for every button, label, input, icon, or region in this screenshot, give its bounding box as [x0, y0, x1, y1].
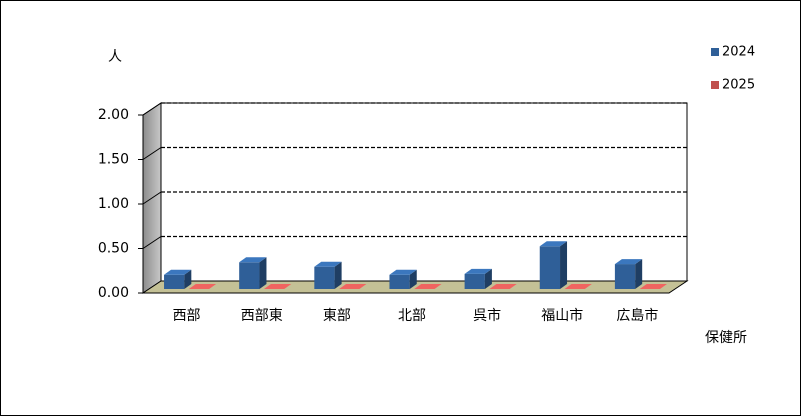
bar-front	[164, 274, 185, 289]
bar-top	[639, 284, 667, 289]
legend-swatch	[711, 81, 719, 89]
bar-front	[614, 264, 636, 289]
bar	[639, 284, 667, 289]
bar-top	[464, 268, 492, 274]
wall-line	[142, 147, 162, 160]
x-tick-label: 北部	[398, 308, 426, 324]
bar-front	[314, 266, 335, 289]
bar	[188, 284, 217, 289]
bar-top	[564, 284, 592, 289]
bar-side	[484, 268, 492, 289]
legend-label: 2024	[722, 45, 755, 60]
bar-side	[259, 257, 267, 289]
bar-side	[409, 269, 417, 289]
legend-label: 2025	[722, 78, 755, 93]
bar-top	[239, 257, 267, 263]
y-axis-label: 人	[108, 49, 122, 65]
x-tick-label: 福山市	[541, 307, 583, 324]
y-tick-label: 1.50	[98, 152, 129, 168]
bar	[263, 284, 292, 289]
bar	[614, 259, 643, 289]
bar-top	[314, 261, 342, 267]
bar-front	[539, 246, 561, 289]
wall-line	[142, 102, 162, 116]
legend-swatch	[711, 48, 719, 56]
bar-top	[414, 284, 442, 289]
bar-top	[539, 241, 568, 247]
y-tick-label: 0.50	[98, 241, 129, 257]
y-tick-label: 1.00	[98, 196, 129, 212]
bar-side	[184, 269, 192, 289]
bar-top	[188, 284, 217, 289]
bar	[489, 284, 517, 289]
bar-side	[635, 259, 643, 289]
bar	[564, 284, 592, 289]
bar-top	[339, 284, 367, 289]
x-axis-label: 保健所	[705, 330, 747, 346]
x-tick-label: 西部	[173, 308, 201, 324]
bar	[239, 257, 267, 289]
bar-side	[560, 241, 568, 289]
wall-line	[142, 191, 162, 205]
bar-front	[239, 262, 260, 289]
bar	[539, 241, 568, 289]
bar	[464, 268, 492, 289]
bar-front	[389, 274, 410, 289]
bar-top	[489, 284, 517, 289]
bar	[314, 261, 342, 289]
bar	[339, 284, 367, 289]
x-tick-label: 西部東	[241, 308, 283, 324]
x-tick-label: 東部	[323, 308, 351, 324]
bar	[389, 269, 417, 289]
bar	[164, 269, 192, 289]
bar-top	[614, 259, 643, 265]
bar	[414, 284, 442, 289]
bar-front	[464, 273, 485, 289]
wall-line	[142, 236, 162, 249]
bar-top	[389, 269, 417, 275]
x-tick-label: 広島市	[616, 307, 658, 324]
bar-side	[334, 261, 342, 289]
y-tick-label: 2.00	[98, 107, 129, 123]
bar-top	[263, 284, 292, 289]
bar-top	[164, 269, 192, 275]
x-tick-label: 呉市	[473, 307, 501, 324]
y-tick-label: 0.00	[98, 285, 129, 301]
